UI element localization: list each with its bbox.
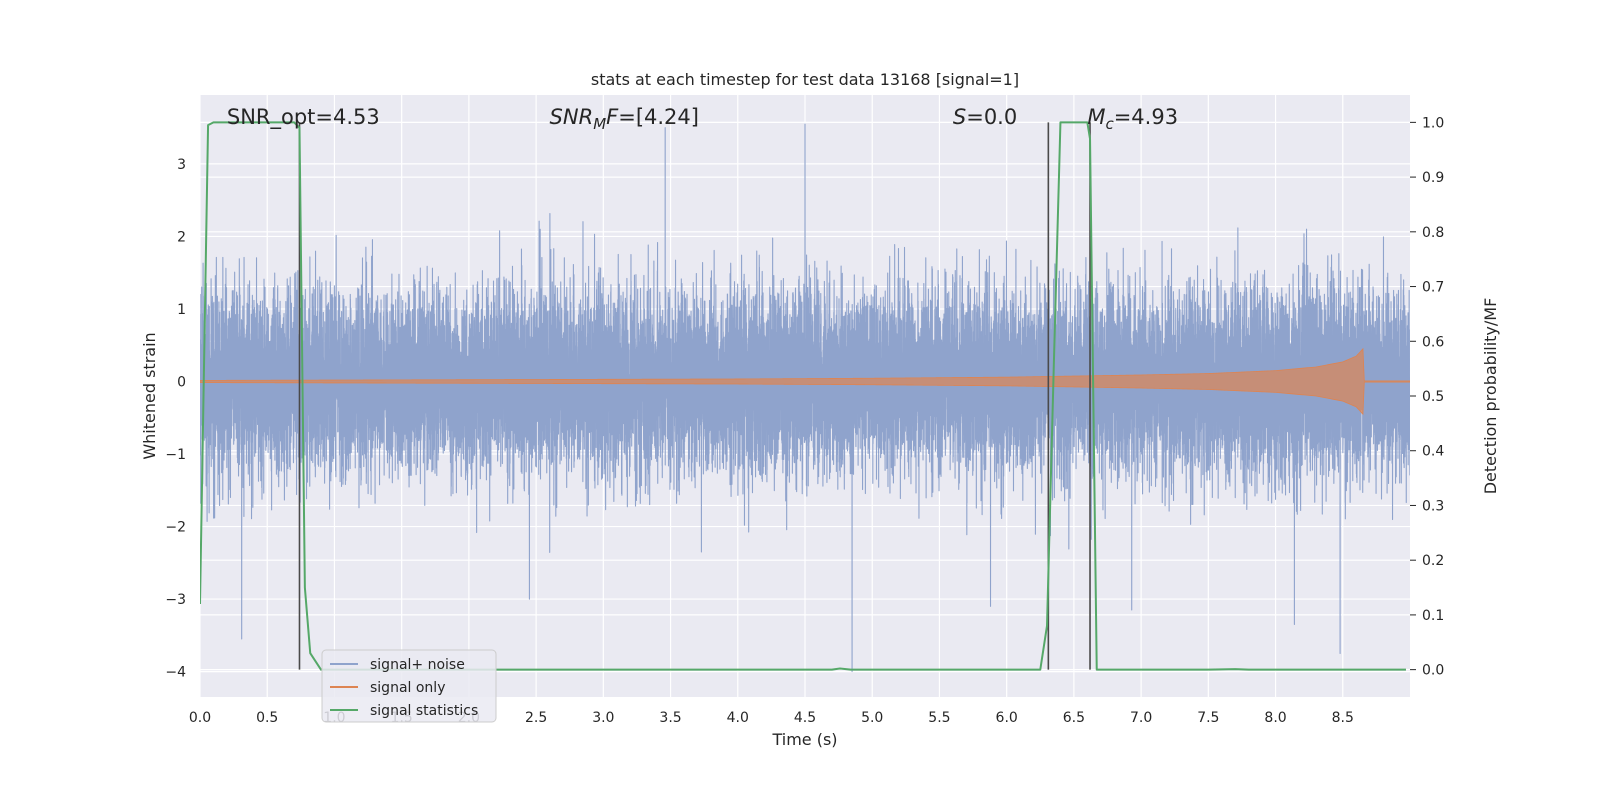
annotation-mc: Mc=4.93 [1087,105,1178,133]
plot-area [200,121,1410,673]
y2-tick-label: 0.2 [1422,553,1444,569]
y-tick-label: −2 [165,520,186,536]
annotation-snr-opt: SNR_opt=4.53 [227,105,380,130]
y-tick-label: 2 [177,229,186,245]
legend-box [321,649,497,723]
x-tick-label: 7.5 [1197,710,1219,726]
y-tick-label: 3 [177,157,186,173]
x-tick-label: 0.5 [256,710,278,726]
y2-tick-label: 0.6 [1422,334,1444,350]
x-tick-label: 6.0 [996,710,1018,726]
y2-tick-label: 0.9 [1422,170,1444,186]
y-tick-label: 0 [177,374,186,390]
annotations: SNR_opt=4.53 SNRMF=[4.24] S=0.0 Mc=4.93 [227,105,1178,133]
x-tick-label: 8.0 [1264,710,1286,726]
y2-tick-label: 0.7 [1422,280,1444,296]
y-tick-label: 1 [177,302,186,318]
x-tick-label: 8.5 [1332,710,1354,726]
annotation-s-stat: S=0.0 [953,105,1017,129]
x-tick-label: 6.5 [1063,710,1085,726]
series-signal-statistics [200,121,1406,671]
y2-tick-label: 0.0 [1422,663,1444,679]
y2-tick-label: 0.4 [1422,444,1444,460]
legend-label-0: signal+ noise [370,657,465,673]
y2-tick-label: 0.8 [1422,225,1444,241]
x-tick-label: 0.0 [189,710,211,726]
chart-title: stats at each timestep for test data 131… [591,70,1019,89]
x-axis-label: Time (s) [771,730,837,749]
x-tick-label: 2.5 [525,710,547,726]
y2-axis-label: Detection probability/MF [1481,298,1500,495]
y2-axis-ticks: 1.0 0.9 0.8 0.7 0.6 0.5 0.4 0.3 0.2 0.1 0.0 [1410,115,1444,679]
y2-tick-label: 1.0 [1422,115,1444,131]
x-tick-label: 3.0 [592,710,614,726]
y-tick-label: −3 [165,592,186,608]
y2-tick-label: 0.5 [1422,389,1444,405]
y-tick-label: −1 [165,447,186,463]
x-tick-label: 5.5 [928,710,950,726]
legend-label-2: signal statistics [370,703,478,719]
x-tick-label: 4.0 [727,710,749,726]
x-tick-label: 7.0 [1130,710,1152,726]
legend: signal+ noise signal only signal statistic… [321,649,497,723]
annotation-snr-mf: SNRMF=[4.24] [550,105,699,133]
y2-tick-label: 0.1 [1422,608,1444,624]
y2-tick-label: 0.3 [1422,498,1444,514]
y-axis-label: Whitened strain [140,332,159,459]
y-tick-label: −4 [165,665,186,681]
x-tick-label: 3.5 [659,710,681,726]
x-tick-label: 4.5 [794,710,816,726]
legend-label-1: signal only [370,680,445,696]
y-axis-ticks: 3 2 1 0 −1 −2 −3 −4 [165,157,186,681]
series-signal-only [200,347,1410,416]
x-tick-label: 5.0 [861,710,883,726]
